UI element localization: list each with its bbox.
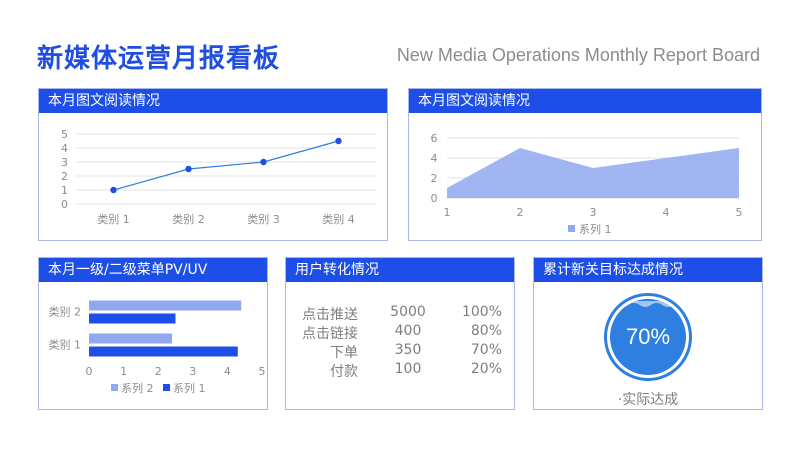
progress-gauge: 70% <box>604 293 692 381</box>
y-category-label: 类别 2 <box>49 305 82 319</box>
conversion-percent: 70% <box>470 342 502 358</box>
legend-swatch <box>163 384 170 391</box>
panel-title: 用户转化情况 <box>286 258 514 282</box>
bar <box>89 346 238 357</box>
gauge-label: ·实际达成 <box>617 392 679 408</box>
x-tick-label: 1 <box>444 206 451 219</box>
x-tick-label: 类别 3 <box>247 212 280 226</box>
x-tick-label: 5 <box>736 206 743 219</box>
x-tick-label: 类别 1 <box>97 212 130 226</box>
conversion-value: 100 <box>394 361 422 377</box>
conversion-name: 付款 <box>330 364 358 380</box>
bar <box>89 313 176 324</box>
x-tick-label: 类别 2 <box>172 212 205 226</box>
dashboard-subtitle: New Media Operations Monthly Report Boar… <box>396 45 760 65</box>
goal-panel: 累计新关目标达成情况 70% ·实际达成 <box>533 257 763 410</box>
y-tick-label: 2 <box>61 170 68 183</box>
conversion-name: 点击链接 <box>302 326 358 342</box>
conversion-panel: 用户转化情况 点击推送 5000 100% 点击链接 400 80% 下单 35… <box>285 257 515 410</box>
series-line <box>113 140 339 191</box>
conversion-value: 350 <box>394 342 422 358</box>
gauge-value: 70% <box>625 324 671 349</box>
y-tick-label: 5 <box>61 128 68 141</box>
panel-title: 本月图文阅读情况 <box>39 89 387 113</box>
data-point <box>185 165 192 173</box>
conversion-value: 400 <box>394 323 422 339</box>
conversion-row: 付款 100 20% <box>286 361 516 381</box>
conversion-percent: 20% <box>470 361 502 377</box>
y-tick-label: 1 <box>61 184 68 197</box>
legend-swatch <box>111 384 118 391</box>
legend-label: 系列 1 <box>579 222 612 236</box>
area-series <box>447 148 739 198</box>
area-chart: 0 2 4 6 1 2 3 4 5 系列 1 <box>431 132 743 236</box>
x-tick-label: 1 <box>120 365 127 378</box>
menu-bars-panel: 本月一级/二级菜单PV/UV 类别 1 类别 2 0 1 2 3 4 5 系列 2 系列 1 <box>38 257 268 410</box>
data-point <box>260 158 267 166</box>
bar <box>89 333 173 344</box>
legend-swatch <box>568 225 575 232</box>
panel-title: 本月图文阅读情况 <box>409 89 761 113</box>
x-tick-label: 4 <box>224 365 231 378</box>
y-tick-label: 2 <box>431 172 438 185</box>
conversion-name: 下单 <box>330 345 358 361</box>
gauge-wave <box>610 301 686 307</box>
y-tick-label: 3 <box>61 156 68 169</box>
x-tick-label: 5 <box>259 365 266 378</box>
y-tick-label: 4 <box>61 142 68 155</box>
data-point <box>110 186 117 194</box>
x-tick-label: 3 <box>189 365 196 378</box>
panel-title: 本月一级/二级菜单PV/UV <box>39 258 267 282</box>
x-tick-label: 2 <box>517 206 524 219</box>
conversion-row: 下单 350 70% <box>286 342 516 362</box>
conversion-value: 5000 <box>390 304 426 320</box>
x-tick-label: 2 <box>155 365 162 378</box>
reading-area-panel: 本月图文阅读情况 0 2 4 6 1 2 3 4 5 系列 1 <box>408 88 762 241</box>
bar-chart: 类别 1 类别 2 0 1 2 3 4 5 系列 2 系列 1 <box>49 300 266 395</box>
panel-title: 累计新关目标达成情况 <box>534 258 762 282</box>
reading-line-panel: 本月图文阅读情况 0 1 2 3 4 5 类别 1 类别 2 类别 3 类别 4 <box>38 88 388 241</box>
x-tick-label: 3 <box>590 206 597 219</box>
y-category-label: 类别 1 <box>49 338 82 352</box>
legend-label: 系列 2 <box>121 381 154 395</box>
conversion-percent: 100% <box>461 304 502 320</box>
conversion-name: 点击推送 <box>302 307 358 323</box>
x-tick-label: 0 <box>86 365 93 378</box>
data-point <box>335 137 342 145</box>
conversion-row: 点击链接 400 80% <box>286 323 516 343</box>
y-tick-label: 0 <box>431 192 438 205</box>
x-tick-label: 类别 4 <box>322 212 355 226</box>
y-tick-label: 0 <box>61 198 68 211</box>
conversion-row: 点击推送 5000 100% <box>286 304 516 324</box>
gauge-label-text: 实际达成 <box>622 392 679 408</box>
bar <box>89 300 242 311</box>
conversion-percent: 80% <box>470 323 502 339</box>
dashboard-title: 新媒体运营月报看板 <box>37 44 281 74</box>
y-tick-label: 6 <box>431 132 438 145</box>
legend-label: 系列 1 <box>173 381 206 395</box>
x-tick-label: 4 <box>663 206 670 219</box>
gauge-fill: 70% <box>610 299 686 375</box>
y-tick-label: 4 <box>431 152 438 165</box>
